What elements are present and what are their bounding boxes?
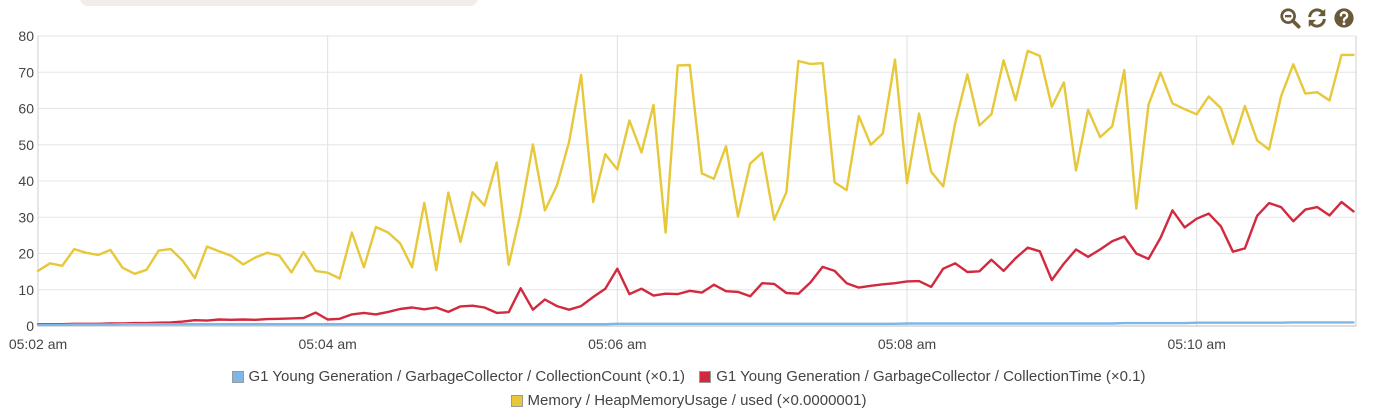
legend-swatch-collection-time: [699, 371, 712, 383]
zoom-out-icon: [1279, 7, 1301, 29]
help-icon: [1333, 7, 1354, 28]
legend-item-heap-memory[interactable]: Memory / HeapMemoryUsage / used (×0.0000…: [510, 390, 867, 412]
legend-label-collection-time: G1 Young Generation / GarbageCollector /…: [716, 368, 1146, 385]
y-tick-label: 0: [26, 318, 34, 334]
y-tick-label: 80: [18, 28, 34, 44]
x-tick-label: 05:02 am: [9, 336, 67, 352]
zoom-out-button[interactable]: [1278, 6, 1301, 29]
legend-label-collection-count: G1 Young Generation / GarbageCollector /…: [248, 368, 686, 385]
series-line-collection-time[interactable]: [36, 200, 1355, 326]
legend: G1 Young Generation / GarbageCollector /…: [0, 366, 1377, 414]
y-tick-label: 10: [18, 282, 34, 298]
legend-row-2: Memory / HeapMemoryUsage / used (×0.0000…: [0, 390, 1377, 414]
y-tick-label: 60: [18, 101, 34, 117]
refresh-icon: [1307, 7, 1326, 28]
legend-row-1: G1 Young Generation / GarbageCollector /…: [0, 366, 1377, 390]
y-tick-label: 50: [18, 137, 34, 153]
legend-swatch-heap-memory: [510, 395, 523, 407]
x-tick-label: 05:10 am: [1167, 336, 1225, 352]
legend-item-collection-time[interactable]: G1 Young Generation / GarbageCollector /…: [699, 366, 1145, 388]
help-button[interactable]: [1332, 6, 1355, 29]
legend-swatch-collection-count: [231, 371, 244, 383]
top-bar: [80, 0, 478, 6]
x-tick-label: 05:08 am: [878, 336, 936, 352]
x-axis: 05:02 am 05:04 am 05:06 am 05:08 am 05:10 am: [9, 336, 1226, 352]
legend-item-collection-count[interactable]: G1 Young Generation / GarbageCollector /…: [231, 366, 686, 388]
y-axis: 0 10 20 30 40 50 60 70 80: [18, 28, 34, 334]
x-tick-label: 05:04 am: [298, 336, 356, 352]
chart-toolbar: [1278, 6, 1355, 29]
y-tick-label: 20: [18, 246, 34, 262]
refresh-button[interactable]: [1305, 6, 1328, 29]
y-tick-label: 40: [18, 173, 34, 189]
series-line-heap-memory[interactable]: [36, 49, 1355, 280]
series-layer: [36, 49, 1355, 327]
y-tick-label: 70: [18, 64, 34, 80]
y-tick-label: 30: [18, 209, 34, 225]
series-line-collection-count[interactable]: [36, 321, 1355, 327]
legend-label-heap-memory: Memory / HeapMemoryUsage / used (×0.0000…: [527, 392, 867, 409]
x-tick-label: 05:06 am: [588, 336, 646, 352]
line-chart: 0 10 20 30 40 50 60 70 80 05:02 am 05:04 am 05:06 …: [9, 28, 1357, 352]
